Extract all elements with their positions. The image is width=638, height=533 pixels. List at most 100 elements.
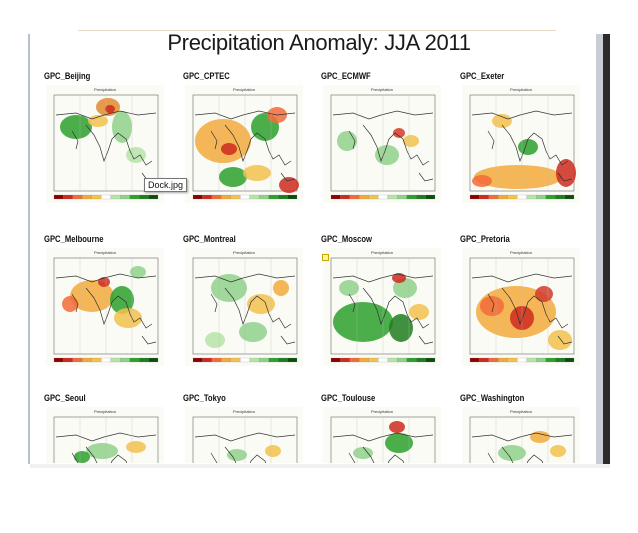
anomaly-blob (112, 111, 132, 143)
colorbar-swatch (397, 194, 407, 200)
colorbar-swatch (82, 194, 92, 200)
model-panel: GPC_Montreal Precipitation (183, 234, 307, 374)
anomaly-blob (403, 135, 419, 147)
colorbar-swatch (221, 357, 231, 363)
colorbar-swatch (488, 194, 499, 200)
anomaly-blob (98, 277, 110, 287)
top-divider (78, 30, 556, 31)
anomaly-blob (550, 445, 566, 457)
colorbar-swatch (240, 194, 250, 200)
colorbar-swatch (53, 194, 64, 200)
panel-subtitle: Precipitation (510, 250, 532, 255)
dock-tooltip: Dock.jpg (144, 178, 188, 192)
colorbar-swatch (63, 194, 74, 200)
colorbar-swatch (287, 194, 298, 200)
colorbar-swatch (415, 194, 426, 200)
colorbar-swatch (101, 194, 111, 200)
colorbar-swatch (507, 357, 518, 363)
anomaly-blob (548, 330, 572, 350)
colorbar-swatch (378, 357, 388, 363)
colorbar-swatch (498, 357, 508, 363)
colorbar-swatch (277, 357, 288, 363)
panel-subtitle: Precipitation (233, 409, 255, 414)
coastline (55, 110, 157, 182)
coastline (55, 273, 157, 345)
anomaly-blob (126, 441, 146, 453)
panel-label: GPC_Pretoria (460, 234, 510, 244)
colorbar-swatch (138, 194, 149, 200)
right-dark-edge (603, 34, 610, 464)
panel-subtitle: Precipitation (233, 87, 255, 92)
coastline (471, 432, 573, 463)
panel-label: GPC_Tokyo (183, 393, 226, 403)
colorbar-swatch (91, 194, 102, 200)
precip-map: Precipitation (185, 248, 303, 366)
colorbar-swatch (359, 194, 369, 200)
panel-subtitle: Precipitation (510, 87, 532, 92)
anomaly-blob (60, 115, 92, 139)
anomaly-blob (353, 447, 373, 459)
anomaly-blob (339, 280, 359, 296)
colorbar-swatch (91, 357, 102, 363)
colorbar-swatch (202, 357, 213, 363)
panel-label: GPC_Montreal (183, 234, 236, 244)
right-scroll-track[interactable] (595, 34, 603, 464)
colorbar-swatch (330, 194, 341, 200)
anomaly-blob (518, 139, 538, 155)
colorbar-swatch (488, 357, 499, 363)
colorbar-swatch (469, 194, 480, 200)
colorbar-swatch (120, 357, 130, 363)
model-panel: GPC_ECMWF Precipitation (321, 71, 445, 211)
model-panel: GPC_Tokyo Precipitation (183, 393, 307, 533)
colorbar-swatch (378, 194, 388, 200)
anomaly-blob (219, 167, 247, 187)
colorbar-swatch (211, 194, 222, 200)
model-panel: GPC_Pretoria Precipitation (460, 234, 584, 374)
coastline (471, 110, 573, 182)
colorbar-swatch (138, 357, 149, 363)
colorbar-swatch (564, 194, 575, 200)
anomaly-blob (239, 322, 267, 342)
panel-subtitle: Precipitation (94, 250, 116, 255)
colorbar-swatch (249, 357, 260, 363)
anomaly-blob (333, 302, 393, 342)
panel-label: GPC_Toulouse (321, 393, 376, 403)
anomaly-blob (279, 177, 299, 193)
colorbar-swatch (406, 194, 417, 200)
anomaly-blob (227, 449, 247, 461)
anomaly-blob (530, 431, 550, 443)
colorbar-swatch (507, 194, 518, 200)
colorbar-swatch (240, 357, 250, 363)
colorbar-swatch (120, 194, 130, 200)
anomaly-blob (337, 131, 357, 151)
anomaly-blob (62, 296, 78, 312)
precip-map: Precipitation (46, 85, 164, 203)
colorbar-swatch (129, 357, 140, 363)
anomaly-blob (273, 280, 289, 296)
anomaly-blob (498, 445, 526, 461)
colorbar-swatch (82, 357, 92, 363)
colorbar-swatch (545, 194, 556, 200)
model-panel: GPC_Melbourne Precipitation (44, 234, 168, 374)
colorbar-swatch (101, 357, 111, 363)
precip-map: Precipitation (46, 407, 164, 463)
colorbar-swatch (479, 357, 490, 363)
anomaly-blob (409, 304, 429, 320)
panel-subtitle: Precipitation (94, 87, 116, 92)
colorbar-swatch (287, 357, 298, 363)
colorbar-swatch (545, 357, 556, 363)
panel-subtitle: Precipitation (510, 409, 532, 414)
colorbar-swatch (192, 194, 203, 200)
anomaly-blob (535, 286, 553, 302)
colorbar-swatch (221, 194, 231, 200)
coastline (332, 432, 434, 463)
colorbar-swatch (498, 194, 508, 200)
colorbar-swatch (259, 357, 269, 363)
model-panel: GPC_Washington Precipitation (460, 393, 584, 533)
bottom-shadow (30, 464, 610, 468)
coastline (194, 273, 296, 345)
panel-label: GPC_Exeter (460, 71, 505, 81)
colorbar-swatch (110, 194, 121, 200)
anomaly-blob (243, 165, 271, 181)
colorbar-swatch (268, 357, 279, 363)
